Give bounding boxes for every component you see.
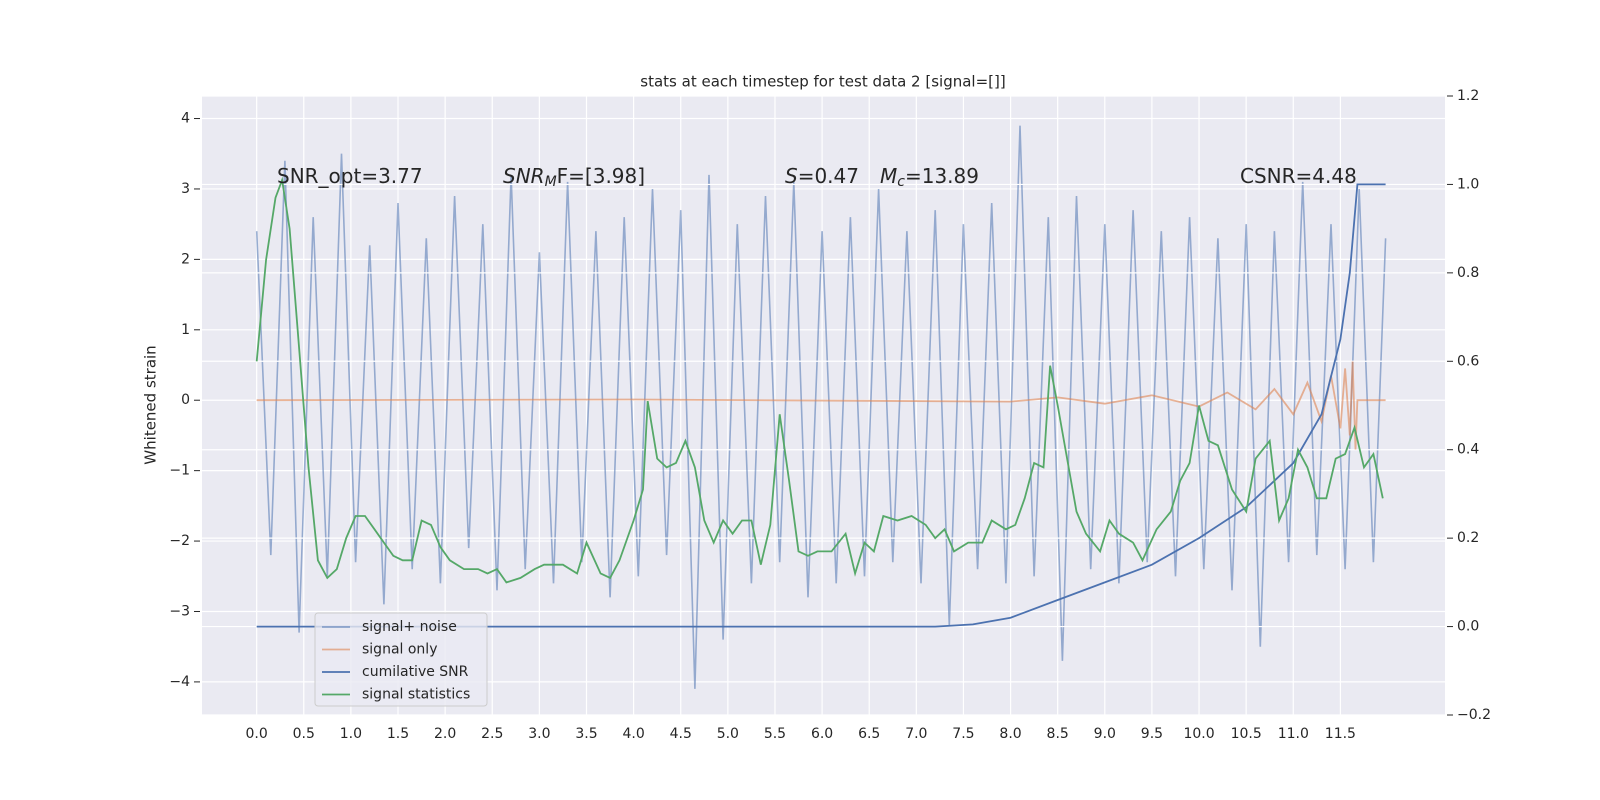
- y-tick-label: 0: [181, 392, 190, 408]
- y-tick-label: 2: [181, 251, 190, 267]
- y2-tick-label: 0.8: [1457, 265, 1479, 281]
- x-tick-label: 5.5: [764, 726, 786, 742]
- y2-tick-label: 0.4: [1457, 442, 1479, 458]
- x-tick-label: 3.5: [575, 726, 597, 742]
- y2-tick-label: 0.0: [1457, 619, 1479, 635]
- legend-label: signal only: [362, 642, 437, 658]
- y-tick-label: 4: [181, 111, 190, 127]
- legend-box: [314, 612, 488, 707]
- annotation-part: F=[3.98]: [557, 164, 645, 188]
- x-tick-label: 6.0: [811, 726, 833, 742]
- y-tick-label: −3: [169, 603, 190, 619]
- x-tick-label: 10.5: [1231, 726, 1262, 742]
- annotation: CSNR=4.48: [1240, 164, 1357, 188]
- y2-tick-label: 0.6: [1457, 353, 1479, 369]
- legend-label: cumilative SNR: [362, 664, 469, 680]
- annotation-part: M: [545, 174, 557, 190]
- x-tick-label: 10.0: [1183, 726, 1214, 742]
- x-tick-label: 1.5: [387, 726, 409, 742]
- x-tick-label: 9.5: [1141, 726, 1163, 742]
- y-tick-label: −4: [169, 674, 190, 690]
- y-tick-label: −2: [169, 533, 190, 549]
- x-tick-label: 5.0: [717, 726, 739, 742]
- x-tick-label: 9.0: [1094, 726, 1116, 742]
- y2-tick-label: 1.0: [1457, 176, 1479, 192]
- annotation: SNR_opt=3.77: [277, 164, 423, 188]
- x-tick-label: 2.5: [481, 726, 503, 742]
- series-line: [255, 176, 1384, 584]
- y-axis-label: Whitened strain: [142, 345, 160, 464]
- annotation: SNRMF=[3.98]: [503, 164, 645, 191]
- y2-tick-label: 1.2: [1457, 88, 1479, 104]
- annotation-part: SNR: [503, 164, 545, 188]
- y2-tick-label: −0.2: [1457, 707, 1491, 723]
- x-tick-label: 7.5: [952, 726, 974, 742]
- x-tick-label: 8.5: [1047, 726, 1069, 742]
- legend-label: signal+ noise: [362, 619, 457, 635]
- annotation: S=0.47: [785, 164, 859, 188]
- x-tick-label: 1.0: [340, 726, 362, 742]
- x-tick-label: 6.5: [858, 726, 880, 742]
- series-line: [256, 183, 1386, 628]
- x-tick-label: 2.0: [434, 726, 456, 742]
- annotation-part: =13.89: [905, 164, 979, 188]
- y-tick-label: 3: [181, 181, 190, 197]
- x-tick-label: 4.0: [622, 726, 644, 742]
- x-tick-label: 3.0: [528, 726, 550, 742]
- annotation-part: SNR_opt=3.77: [277, 164, 423, 188]
- y2-tick-label: 0.2: [1457, 530, 1479, 546]
- series-line: [255, 125, 1387, 689]
- chart-title: stats at each timestep for test data 2 […: [640, 73, 1005, 91]
- x-tick-label: 0.5: [293, 726, 315, 742]
- annotation-part: S: [785, 164, 798, 188]
- annotation-part: =0.47: [798, 164, 859, 188]
- x-tick-label: 4.5: [670, 726, 692, 742]
- x-tick-label: 0.0: [246, 726, 268, 742]
- y-tick-label: 1: [181, 322, 190, 338]
- annotation: Mc=13.89: [880, 164, 979, 191]
- x-tick-label: 7.0: [905, 726, 927, 742]
- y-tick-label: −1: [169, 463, 190, 479]
- annotation-part: c: [897, 174, 905, 190]
- x-tick-label: 11.5: [1325, 726, 1356, 742]
- series-line: [256, 361, 1386, 450]
- annotation-part: CSNR=4.48: [1240, 164, 1357, 188]
- x-tick-label: 11.0: [1278, 726, 1309, 742]
- legend-label: signal statistics: [362, 687, 470, 703]
- annotation-part: M: [880, 164, 897, 188]
- x-tick-label: 8.0: [999, 726, 1021, 742]
